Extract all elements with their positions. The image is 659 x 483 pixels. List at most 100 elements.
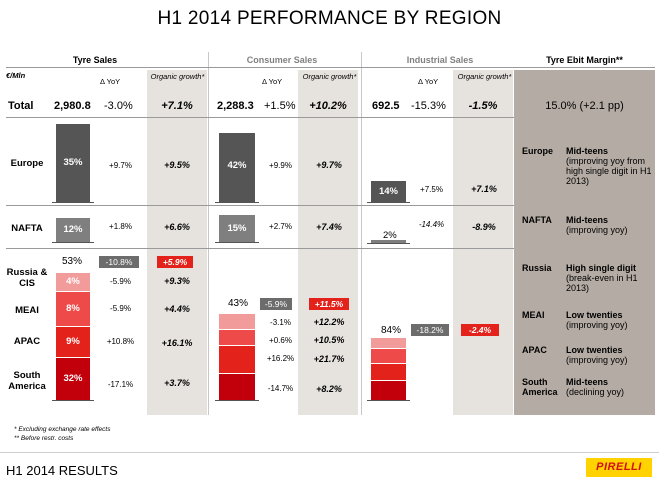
ebit-margin-note: (improving yoy) [566,355,628,365]
consumer-russia-organic: +12.2% [313,317,345,327]
tyre-russia-yoy: -5.9% [110,277,131,286]
tyre-total-organic: +7.1% [161,100,193,112]
industrial-total-value: 692.5 [372,100,400,112]
ebit-south-america-margin: Mid-teens (declining yoy) [566,377,652,397]
industrial-apac-bar [371,364,406,380]
consumer-meai-bar [219,330,255,345]
bar-baseline [52,400,94,401]
ebit-meai-margin: Low twenties (improving yoy) [566,310,652,330]
consumer-nafta-yoy: +2.7% [269,222,292,231]
consumer-russia-bar [219,314,255,329]
bar-label: 8% [66,303,80,314]
ebit-russia-margin: High single digit (break-even in H1 2013) [566,263,652,293]
bar-label: 35% [63,157,83,168]
column-divider [208,52,209,415]
ebit-europe-margin: Mid-teens (improving yoy from high single… [566,146,652,186]
region-label-nafta: NAFTA [11,223,43,234]
region-label-europe: Europe [10,158,44,169]
tyre-emerging-organic-tag: +5.9% [157,256,193,268]
industrial-south-america-bar [371,381,406,400]
bar-label: 32% [63,373,83,384]
industrial-europe-organic: +7.1% [471,184,497,194]
bar-baseline [215,242,259,243]
tyre-organic-column-bg [147,70,207,415]
tyre-meai-bar: 8% [56,292,90,326]
footer-divider [0,452,659,453]
ebit-margin-header: Tyre Ebit Margin** [546,55,623,65]
industrial-organic-column-bg [453,70,513,415]
ebit-total-value: 15.0% (+2.1 pp) [545,100,624,112]
ebit-column-bg [514,70,655,415]
consumer-total-value: 2,288.3 [217,100,254,112]
tyre-apac-yoy: +10.8% [106,337,135,346]
bar-label: 4% [66,276,80,287]
bar-baseline [367,400,410,401]
ebit-region-europe: Europe [522,146,554,156]
ebit-region-meai: MEAI [522,310,545,320]
industrial-emerging-organic-tag: -2.4% [461,324,499,336]
ebit-region-south-america: South America [522,377,558,397]
consumer-europe-yoy: +9.9% [269,161,292,170]
bar-baseline [367,243,410,244]
region-label-south-america: South America [8,370,46,392]
industrial-yoy-header: Δ YoY [418,77,439,86]
industrial-nafta-share: 2% [383,230,397,241]
ebit-margin-note: (break-even in H1 2013) [566,273,638,293]
row-separator [6,248,514,249]
bar-label: 42% [227,160,247,171]
tyre-russia-bar: 4% [56,273,90,291]
ebit-region-apac: APAC [522,345,547,355]
bar-label: 12% [63,224,83,235]
ebit-margin-note: (improving yoy) [566,320,628,330]
page-title: H1 2014 PERFORMANCE BY REGION [157,8,502,29]
tyre-meai-organic: +4.4% [164,304,190,314]
bar-baseline [367,202,410,203]
ebit-region-nafta: NAFTA [522,215,552,225]
ebit-margin-value: Mid-teens [566,146,609,156]
consumer-south-america-yoy: -14.7% [267,384,294,393]
bar-baseline [52,202,94,203]
industrial-organic-header: Organic growth* [457,72,512,81]
tyre-nafta-bar: 12% [56,218,90,242]
footer-title: H1 2014 RESULTS [6,463,118,478]
tyre-sales-header: Tyre Sales [72,55,118,65]
tyre-europe-bar: 35% [56,124,90,202]
industrial-meai-bar [371,349,406,363]
column-divider [361,52,362,415]
consumer-total-yoy: +1.5% [264,100,296,112]
ebit-margin-value: High single digit [566,263,636,273]
tyre-nafta-organic: +6.6% [164,222,190,232]
bar-baseline [215,400,259,401]
consumer-apac-yoy: +16.2% [266,354,295,363]
unit-label: €/Mln [6,71,26,80]
tyre-total-yoy: -3.0% [104,100,133,112]
consumer-organic-header: Organic growth* [302,72,357,81]
industrial-sales-header: Industrial Sales [406,55,474,65]
tyre-europe-yoy: +9.7% [109,161,132,170]
consumer-emerging-yoy-tag: -5.9% [260,298,292,310]
industrial-europe-bar: 14% [371,181,406,202]
bar-baseline [52,242,94,243]
industrial-nafta-bar [371,240,406,243]
industrial-total-yoy: -15.3% [411,100,446,112]
tyre-nafta-yoy: +1.8% [109,222,132,231]
bar-baseline [215,202,259,203]
tyre-russia-organic: +9.3% [164,276,190,286]
ebit-margin-note: (improving yoy) [566,225,628,235]
tyre-south-america-yoy: -17.1% [107,380,134,389]
ebit-margin-value: Low twenties [566,345,623,355]
consumer-emerging-share: 43% [228,298,249,309]
logo-text: PIRELLI [596,461,642,473]
total-label: Total [8,100,34,112]
consumer-south-america-organic: +8.2% [316,384,342,394]
consumer-nafta-organic: +7.4% [316,222,342,232]
ebit-nafta-margin: Mid-teens (improving yoy) [566,215,652,235]
industrial-nafta-organic: -8.9% [472,222,496,232]
tyre-emerging-share: 53% [62,256,83,267]
footnote-restr: ** Before restr. costs [14,435,74,442]
consumer-apac-organic: +21.7% [313,354,345,364]
consumer-total-organic: +10.2% [309,100,347,112]
ebit-apac-margin: Low twenties (improving yoy) [566,345,652,365]
region-label-apac: APAC [13,336,41,347]
ebit-margin-value: Mid-teens [566,377,609,387]
